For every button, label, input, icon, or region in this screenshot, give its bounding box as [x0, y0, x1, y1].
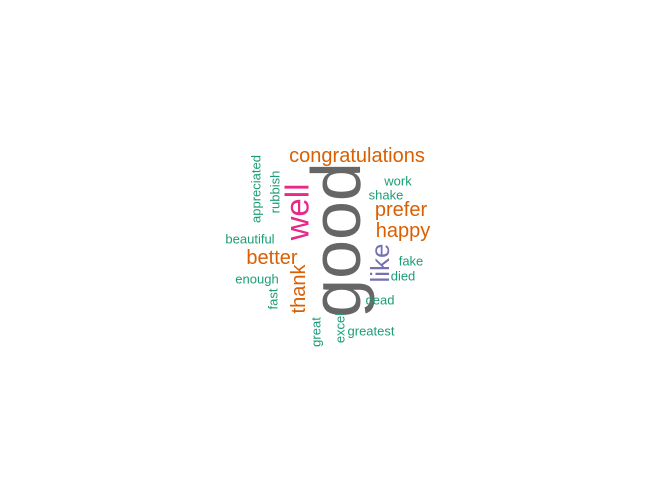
word-better: better — [246, 247, 298, 269]
word-shake: shake — [368, 187, 404, 203]
word-thank: thank — [288, 264, 310, 314]
word-died: died — [390, 268, 416, 284]
word-greatest: greatest — [347, 323, 395, 339]
word-fast: fast — [265, 288, 281, 310]
word-like: like — [365, 243, 395, 283]
word-happy: happy — [375, 220, 431, 242]
word-congratulations: congratulations — [289, 145, 425, 167]
word-great: great — [308, 317, 324, 347]
word-dead: dead — [365, 292, 395, 308]
word-prefer: prefer — [374, 199, 428, 221]
word-appreciated: appreciated — [248, 155, 264, 223]
word-enough: enough — [235, 271, 279, 287]
word-beautiful: beautiful — [225, 231, 275, 247]
word-fake: fake — [398, 253, 424, 269]
word-excel: excel — [332, 312, 348, 344]
word-work: work — [384, 173, 412, 189]
word-rubbish: rubbish — [267, 170, 283, 214]
word-well: well — [278, 183, 316, 241]
